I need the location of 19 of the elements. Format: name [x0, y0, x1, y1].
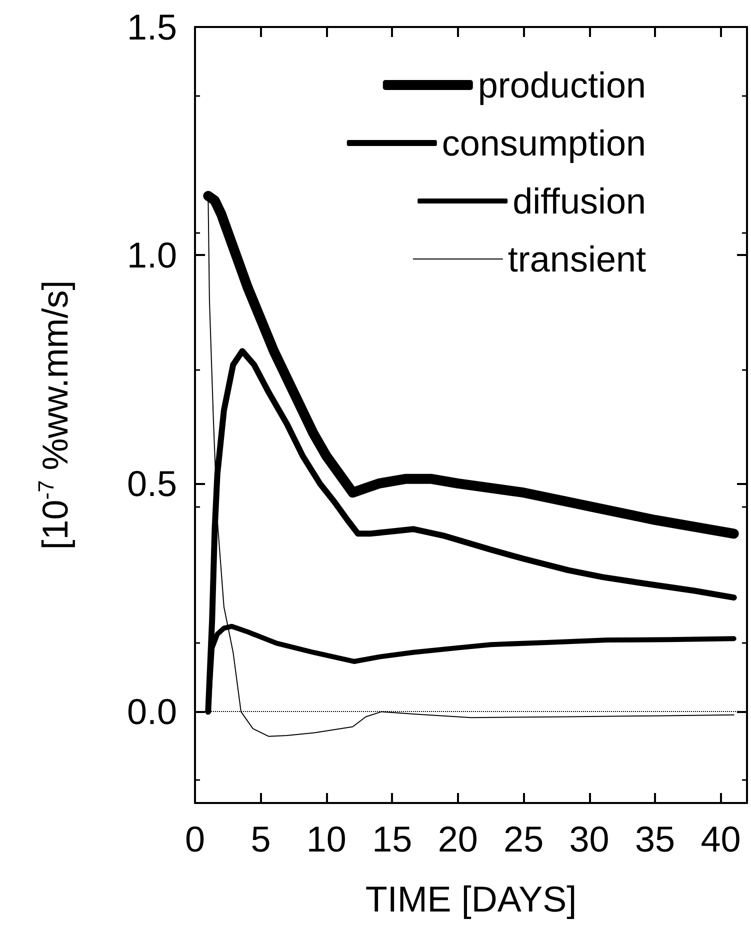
x-tick-label: 20 — [438, 818, 478, 860]
x-tick-label: 0 — [184, 818, 206, 860]
legend-label: production — [478, 64, 646, 106]
x-axis-title: TIME [DAYS] — [365, 878, 577, 920]
x-tick-label: 30 — [569, 818, 610, 860]
x-tick-label: 15 — [372, 818, 412, 860]
y-tick-label: 1.0 — [126, 234, 177, 276]
legend-label: consumption — [442, 122, 646, 164]
y-tick-label: 1.5 — [126, 6, 177, 48]
y-axis-title: [10-7 %ww.mm/s] — [34, 280, 76, 550]
y-tick-label: 0.5 — [126, 462, 177, 504]
x-tick-label: 35 — [634, 818, 676, 860]
y-tick-label: 0.0 — [126, 691, 177, 732]
x-tick-label: 40 — [700, 818, 741, 860]
legend-label: diffusion — [512, 180, 646, 222]
legend-label: transient — [508, 238, 646, 280]
x-tick-label: 25 — [504, 818, 544, 860]
x-tick-label: 5 — [250, 818, 271, 860]
x-tick-label: 10 — [306, 818, 346, 860]
